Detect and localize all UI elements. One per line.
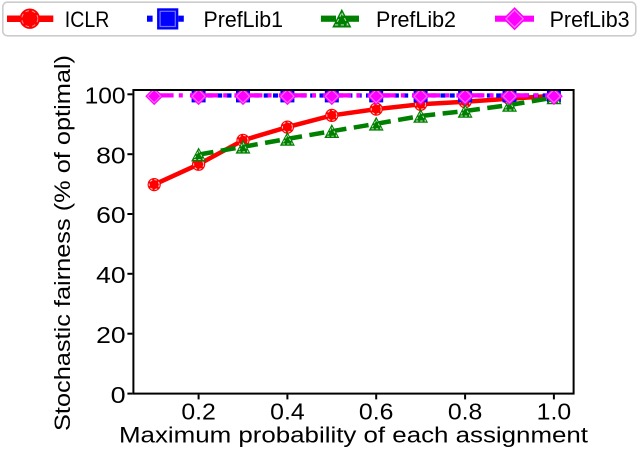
svg-text:ICLR: ICLR — [65, 7, 110, 32]
svg-text:PrefLib1: PrefLib1 — [204, 7, 284, 32]
svg-text:80: 80 — [96, 142, 126, 168]
svg-text:PrefLib2: PrefLib2 — [376, 7, 456, 32]
svg-text:0.8: 0.8 — [448, 399, 483, 425]
svg-text:40: 40 — [96, 262, 126, 288]
svg-text:Maximum probability of each as: Maximum probability of each assignment — [119, 422, 589, 447]
svg-text:1.0: 1.0 — [537, 399, 572, 425]
svg-text:PrefLib3: PrefLib3 — [550, 7, 630, 32]
svg-text:0: 0 — [111, 382, 126, 408]
svg-text:0.4: 0.4 — [270, 399, 305, 425]
svg-text:0.2: 0.2 — [181, 399, 216, 425]
svg-text:Stochastic fairness (% of opti: Stochastic fairness (% of optimal) — [50, 55, 75, 431]
svg-text:100: 100 — [85, 83, 126, 109]
svg-text:60: 60 — [96, 202, 126, 228]
svg-text:20: 20 — [96, 322, 126, 348]
svg-text:0.6: 0.6 — [359, 399, 394, 425]
